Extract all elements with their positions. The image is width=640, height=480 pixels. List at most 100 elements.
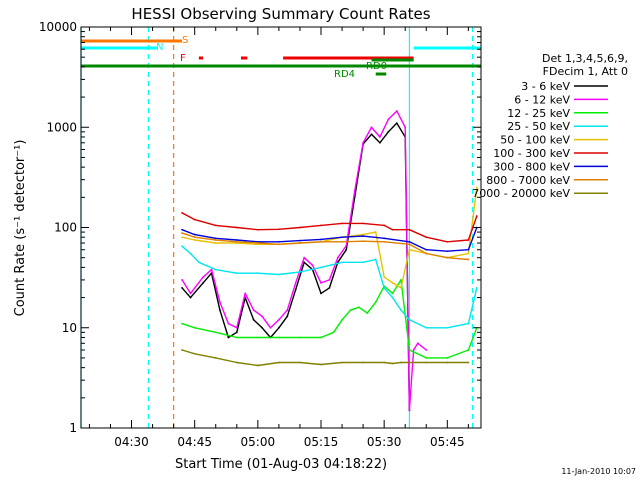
series-2-point-20 [467, 349, 470, 351]
series-2-point-17 [408, 349, 411, 351]
legend-label-1: 6 - 12 keV [514, 93, 570, 106]
series-8-point-6 [299, 361, 301, 364]
series-2-point-2 [214, 331, 217, 334]
legend-label-6: 300 - 800 keV [493, 160, 570, 173]
series-1-point-4 [219, 301, 221, 304]
y-axis-label: Count Rate (s⁻¹ detector⁻¹) [13, 140, 28, 317]
legend-label-3: 25 - 50 keV [507, 120, 570, 133]
series-8-point-5 [277, 361, 280, 364]
series-2-point-4 [256, 336, 259, 339]
axes: 1 10 100 1000 10000 04:30 04:45 05:00 05:15 05:30… [39, 20, 482, 449]
series-5-point-6 [299, 226, 301, 229]
series-1-point-13 [294, 282, 297, 284]
series-7-point-13 [446, 256, 449, 259]
series-3-point-14 [400, 309, 402, 311]
series-6-point-14 [467, 248, 470, 251]
series-8-point-8 [341, 361, 343, 364]
series-7-point-0 [181, 232, 183, 234]
series-4-point-18 [475, 186, 478, 189]
series-5-point-10 [383, 224, 386, 227]
y-tick-label-0: 1 [69, 421, 77, 435]
series-5-point-8 [341, 222, 343, 225]
series-0-point-17 [328, 286, 331, 289]
series-6-point-11 [408, 240, 411, 243]
series-4-point-2 [214, 242, 217, 244]
series-8-point-10 [383, 361, 386, 364]
series-3-point-7 [299, 271, 301, 273]
series-0-point-2 [202, 282, 205, 284]
series-3-point-18 [467, 322, 470, 325]
series-5-point-2 [214, 224, 217, 227]
series-1-point-8 [252, 309, 255, 311]
series-4-point-12 [391, 282, 394, 284]
series-1-point-14 [303, 256, 306, 259]
series-7-point-10 [383, 240, 386, 243]
flag-label-4: RD4 [334, 69, 355, 80]
series-8-point-0 [181, 349, 183, 351]
series-1-point-25 [395, 110, 398, 112]
series-1-point-0 [181, 279, 183, 281]
series-2-point-10 [349, 309, 352, 311]
legend-header-line-1: Det 1,3,4,5,6,9, [542, 52, 628, 65]
series-8-point-9 [362, 361, 365, 364]
series-7-point-5 [277, 243, 280, 246]
series-2-point-11 [357, 306, 360, 309]
series-6-point-5 [277, 240, 280, 243]
series-3-point-12 [383, 286, 386, 289]
series-4-point-17 [467, 252, 470, 255]
series-7-point-6 [299, 242, 301, 244]
series-3-point-0 [181, 245, 183, 248]
series-4-point-11 [383, 276, 386, 279]
series-0-point-25 [395, 122, 398, 125]
x-tick-label-5: 05:45 [430, 435, 465, 449]
series-1-point-5 [227, 322, 230, 325]
series-0-point-13 [294, 288, 297, 291]
series-0-point-6 [235, 331, 238, 334]
series-0-point-0 [181, 286, 183, 289]
series-4-point-13 [400, 286, 402, 289]
series-6-point-9 [362, 235, 365, 238]
series-1-point-9 [261, 315, 263, 318]
series-4-point-9 [362, 233, 365, 236]
series-7-point-11 [408, 243, 411, 246]
x-axis-label: Start Time (01-Aug-03 04:18:22) [175, 457, 387, 472]
flag-label-1: N [156, 42, 163, 53]
series-3-point-11 [374, 258, 377, 261]
series-6-point-3 [235, 239, 238, 241]
series-6-point-12 [425, 248, 428, 251]
series-1-point-23 [379, 136, 381, 138]
series-2-point-5 [277, 336, 280, 339]
series-2-point-0 [181, 322, 183, 325]
series-4-point-10 [374, 231, 377, 233]
series-1-point-26 [404, 126, 407, 129]
series-6-point-6 [299, 239, 301, 242]
series-1-point-1 [189, 292, 192, 295]
series-3-point-3 [214, 268, 217, 271]
legend-label-2: 12 - 25 keV [507, 107, 570, 120]
series-7-point-2 [214, 239, 217, 241]
series-1-point-20 [353, 190, 356, 193]
series-1-point-21 [362, 141, 365, 144]
x-tick-label-1: 04:45 [177, 435, 212, 449]
series-7-point-9 [362, 240, 365, 243]
flag-label-2: F [180, 53, 186, 64]
series-5-point-16 [475, 215, 478, 217]
series-7-point-14 [467, 258, 470, 261]
series-line-3 [181, 245, 478, 329]
series-0-point-12 [286, 315, 289, 318]
series-2-point-15 [391, 292, 394, 295]
series-6-point-1 [193, 233, 196, 236]
series-1-point-15 [311, 264, 314, 267]
series-1-point-17 [328, 279, 331, 281]
series-1-point-3 [210, 268, 213, 271]
legend: Det 1,3,4,5,6,9, FDecim 1, Att 0 3 - 6 k… [472, 52, 628, 200]
series-1-point-2 [202, 276, 205, 279]
flag-bars: SNFRD0RD4 [81, 35, 481, 80]
plot-area [80, 27, 478, 428]
series-1-point-16 [320, 282, 322, 284]
series-line-2 [181, 279, 478, 359]
series-5-point-9 [362, 222, 365, 225]
series-1-point-11 [277, 318, 280, 321]
series-0-point-11 [277, 326, 280, 329]
